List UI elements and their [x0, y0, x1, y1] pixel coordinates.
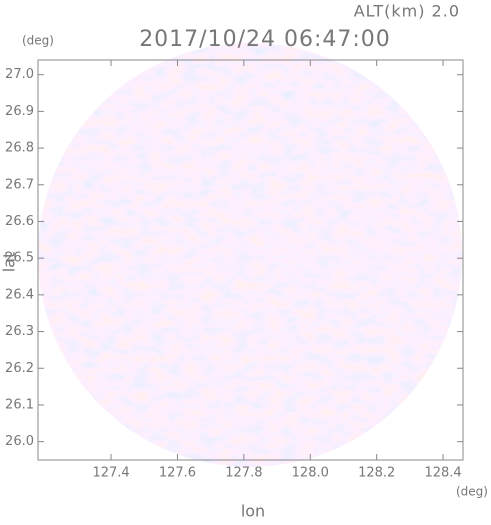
x-unit: (deg) — [456, 485, 488, 499]
y-tick-label: 26.6 — [5, 214, 34, 229]
plot-frame — [37, 59, 464, 461]
y-tick-label: 26.0 — [5, 434, 34, 449]
x-axis-label: lon — [241, 502, 265, 521]
y-axis-label: lat — [0, 252, 19, 273]
y-tick-label: 26.9 — [5, 104, 34, 119]
y-tick-label: 26.7 — [5, 177, 34, 192]
y-tick-label: 27.0 — [5, 67, 34, 82]
subtitle: ALT(km) 2.0 — [354, 2, 460, 21]
x-tick-label: 127.8 — [225, 466, 262, 481]
y-tick-label: 26.2 — [5, 361, 34, 376]
y-tick-label: 26.4 — [5, 287, 34, 302]
radar-disc — [38, 43, 462, 467]
x-tick-label: 127.6 — [159, 466, 196, 481]
x-tick-label: 128.2 — [358, 466, 395, 481]
x-tick-label: 128.4 — [424, 466, 461, 481]
x-tick-label: 128.0 — [292, 466, 329, 481]
y-tick-label: 26.5 — [5, 251, 34, 266]
chart-title: 2017/10/24 06:47:00 — [139, 27, 391, 52]
y-tick-label: 26.8 — [5, 141, 34, 156]
y-unit: (deg) — [22, 34, 54, 48]
y-tick-label: 26.3 — [5, 324, 34, 339]
x-tick-label: 127.4 — [92, 466, 129, 481]
y-tick-label: 26.1 — [5, 397, 34, 412]
